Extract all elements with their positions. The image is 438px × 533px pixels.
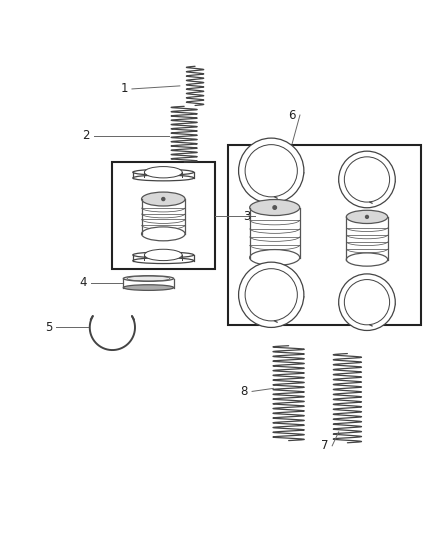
Text: 4: 4 (79, 276, 87, 289)
Circle shape (344, 157, 390, 202)
Text: 7: 7 (321, 439, 328, 453)
Circle shape (339, 274, 395, 330)
Polygon shape (346, 217, 388, 260)
Circle shape (273, 206, 276, 209)
Circle shape (245, 144, 297, 197)
Ellipse shape (123, 285, 174, 290)
Ellipse shape (141, 192, 185, 206)
Circle shape (339, 151, 395, 208)
Ellipse shape (133, 169, 194, 175)
Text: 6: 6 (288, 109, 296, 122)
Ellipse shape (123, 276, 174, 281)
Text: 3: 3 (244, 210, 251, 223)
Text: 1: 1 (120, 83, 128, 95)
Ellipse shape (346, 253, 388, 266)
Ellipse shape (145, 167, 182, 178)
Circle shape (239, 138, 304, 204)
Ellipse shape (141, 227, 185, 241)
Circle shape (366, 215, 368, 219)
Circle shape (239, 262, 304, 327)
Ellipse shape (133, 252, 194, 258)
Ellipse shape (250, 199, 300, 215)
Circle shape (245, 269, 297, 321)
Polygon shape (250, 207, 300, 257)
Polygon shape (141, 199, 185, 234)
Text: 5: 5 (45, 321, 52, 334)
Ellipse shape (346, 211, 388, 223)
Text: 2: 2 (82, 130, 90, 142)
Bar (113, 162, 215, 269)
Circle shape (344, 279, 390, 325)
Bar (228, 144, 421, 325)
Text: 8: 8 (240, 385, 248, 398)
Circle shape (162, 198, 165, 200)
Ellipse shape (250, 249, 300, 265)
Ellipse shape (145, 249, 182, 261)
